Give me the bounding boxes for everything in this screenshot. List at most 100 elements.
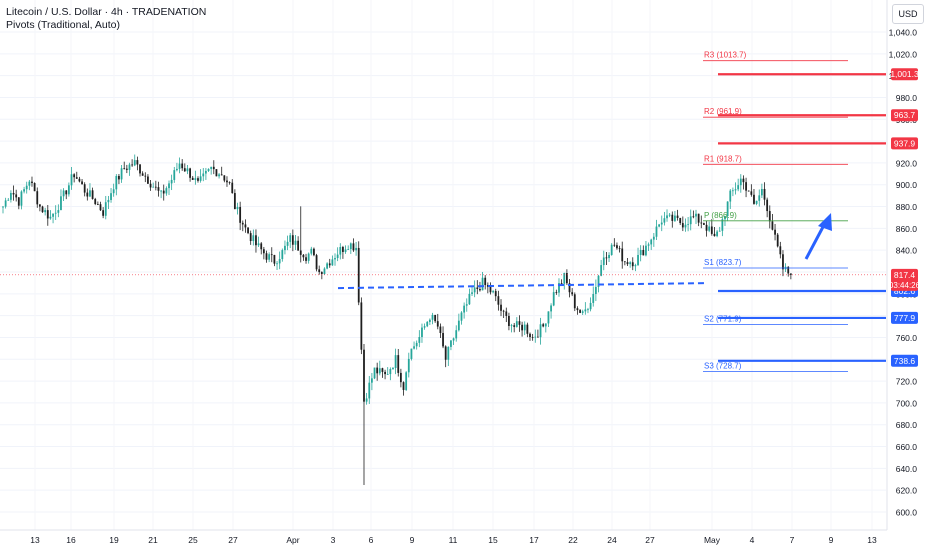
- candle-body: [695, 214, 697, 217]
- candle-body: [379, 368, 381, 373]
- currency-button[interactable]: USD: [892, 4, 924, 24]
- candle-body: [774, 230, 776, 235]
- candle-body: [271, 254, 273, 255]
- candle-body: [740, 179, 742, 186]
- candle-body: [698, 214, 700, 223]
- candle-body: [603, 257, 605, 265]
- candle-body: [445, 346, 447, 359]
- time-tick-label: 27: [228, 535, 238, 545]
- candle-body: [677, 216, 679, 218]
- candle-body: [250, 233, 252, 241]
- candle-body: [737, 185, 739, 189]
- candle-body: [134, 160, 136, 165]
- candle-body: [761, 189, 763, 195]
- price-tick-label: 700.0: [896, 398, 918, 408]
- candle-body: [663, 218, 665, 222]
- candle-body: [508, 316, 510, 326]
- candle-body: [181, 164, 183, 169]
- candle-body: [627, 262, 629, 264]
- price-tick-label: 900.0: [896, 180, 918, 190]
- candle-body: [334, 258, 336, 259]
- arrow-shaft: [806, 225, 824, 259]
- candle-body: [753, 195, 755, 204]
- price-label-text: 963.7: [894, 110, 916, 120]
- candle-body: [7, 200, 9, 201]
- candle-body: [432, 315, 434, 320]
- candle-body: [13, 193, 15, 194]
- candle-body: [484, 278, 486, 285]
- candle-body: [10, 193, 12, 200]
- candle-body: [571, 292, 573, 294]
- candle-body: [521, 325, 523, 331]
- candle-body: [748, 191, 750, 192]
- candle-body: [790, 273, 792, 274]
- candle-body: [587, 309, 589, 310]
- candle-body: [60, 196, 62, 210]
- candle-body: [18, 197, 20, 205]
- candle-body: [308, 254, 310, 261]
- candle-body: [350, 243, 352, 249]
- candle-body: [353, 243, 355, 250]
- candle-body: [629, 262, 631, 264]
- candle-body: [263, 249, 265, 253]
- candle-body: [102, 210, 104, 216]
- candle-body: [682, 223, 684, 227]
- candle-body: [519, 321, 521, 325]
- candle-body: [376, 368, 378, 374]
- candle-body: [139, 165, 141, 174]
- candle-body: [155, 187, 157, 188]
- time-tick-label: 4: [750, 535, 755, 545]
- candle-body: [692, 216, 694, 217]
- candle-body: [324, 269, 326, 274]
- candle-body: [310, 249, 312, 254]
- candle-body: [200, 176, 202, 180]
- candle-body: [405, 372, 407, 390]
- time-scale[interactable]: 13 16 19 21 25 27 Apr 3 6 9 11 15 17 22 24 27 May 4 7 9 13: [30, 535, 877, 545]
- candle-body: [339, 247, 341, 255]
- candle-body: [187, 168, 189, 171]
- candle-body: [453, 338, 455, 340]
- candle-body: [173, 170, 175, 180]
- pivot-label-s1: S1 (823.7): [704, 258, 742, 267]
- pivot-lines: R3 (1013.7)R2 (961.9)R1 (918.7)P (866.9)…: [703, 51, 848, 372]
- candle-body: [756, 201, 758, 204]
- candle-body: [495, 291, 497, 296]
- candle-body: [316, 255, 318, 269]
- candle-body: [669, 215, 671, 216]
- candle-body: [31, 182, 33, 183]
- candle-body: [619, 248, 621, 249]
- candle-body: [15, 194, 17, 197]
- candle-body: [210, 167, 212, 169]
- candle-body: [221, 174, 223, 175]
- candle-body: [302, 255, 304, 257]
- candle-body: [115, 176, 117, 189]
- candle-body: [295, 241, 297, 245]
- candle-body: [218, 174, 220, 176]
- candle-body: [326, 263, 328, 268]
- time-tick-label: 22: [568, 535, 578, 545]
- candle-body: [532, 337, 534, 338]
- price-tick-label: 920.0: [896, 158, 918, 168]
- candle-body: [329, 263, 331, 265]
- candle-body: [84, 184, 86, 192]
- candle-body: [5, 200, 7, 206]
- candle-body: [777, 235, 779, 247]
- candle-body: [247, 227, 249, 233]
- candle-body: [47, 210, 49, 218]
- candle-body: [764, 189, 766, 200]
- candle-body: [745, 182, 747, 190]
- candle-body: [714, 234, 716, 236]
- candle-body: [732, 190, 734, 191]
- indicator-label: Pivots (Traditional, Auto): [6, 19, 120, 31]
- candle-body: [108, 200, 110, 202]
- candle-body: [429, 320, 431, 322]
- candle-body: [231, 183, 233, 193]
- candle-body: [194, 178, 196, 180]
- candle-body: [368, 383, 370, 399]
- candle-body: [363, 350, 365, 402]
- candle-body: [611, 245, 613, 255]
- price-tick-label: 840.0: [896, 246, 918, 256]
- candle-body: [703, 223, 705, 225]
- candle-body: [268, 254, 270, 259]
